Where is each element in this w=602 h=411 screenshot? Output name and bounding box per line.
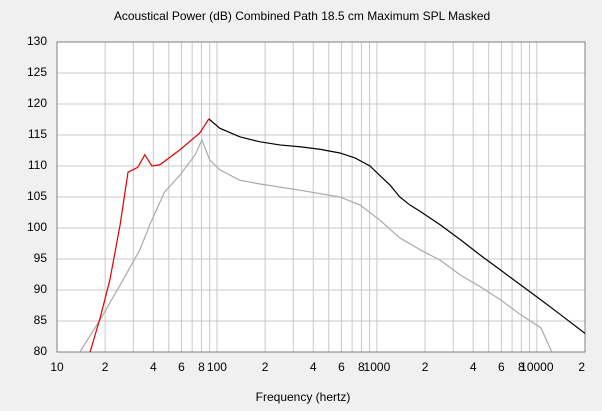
x-axis-label: Frequency (hertz)	[256, 390, 351, 404]
data-line	[79, 138, 553, 352]
x-tick-label: 4	[310, 360, 317, 374]
chart-title: Acoustical Power (dB) Combined Path 18.5…	[114, 9, 490, 23]
y-tick-label: 130	[27, 34, 47, 48]
y-tick-label: 115	[28, 127, 47, 141]
x-tick-label: 100	[207, 360, 227, 374]
x-tick-label: 6	[178, 360, 185, 374]
x-tick-label: 8	[198, 360, 205, 374]
x-tick-label: 2	[102, 360, 109, 374]
data-line	[208, 118, 585, 334]
x-tick-label: 2	[262, 360, 269, 374]
y-tick-label: 100	[27, 220, 47, 234]
x-tick-label: 4	[470, 360, 477, 374]
x-tick-label: 8	[358, 360, 365, 374]
y-tick-label: 105	[27, 189, 47, 203]
data-line	[89, 118, 210, 352]
plot-border	[56, 41, 586, 353]
x-tick-label: 8	[518, 360, 525, 374]
y-tick-label: 110	[28, 158, 47, 172]
x-tick-label: 6	[498, 360, 505, 374]
y-tick-label: 80	[34, 344, 48, 358]
y-tick-label: 90	[34, 282, 48, 296]
x-tick-label: 1000	[364, 360, 391, 374]
x-tick-label: 4	[150, 360, 157, 374]
x-tick-label: 10000	[520, 360, 554, 374]
y-tick-label: 85	[34, 313, 48, 327]
x-tick-label: 10	[50, 360, 64, 374]
y-tick-label: 125	[27, 65, 47, 79]
y-tick-label: 120	[27, 96, 47, 110]
x-tick-label: 2	[422, 360, 429, 374]
y-tick-label: 95	[34, 251, 48, 265]
x-tick-label: 2	[578, 360, 585, 374]
x-tick-label: 6	[338, 360, 345, 374]
